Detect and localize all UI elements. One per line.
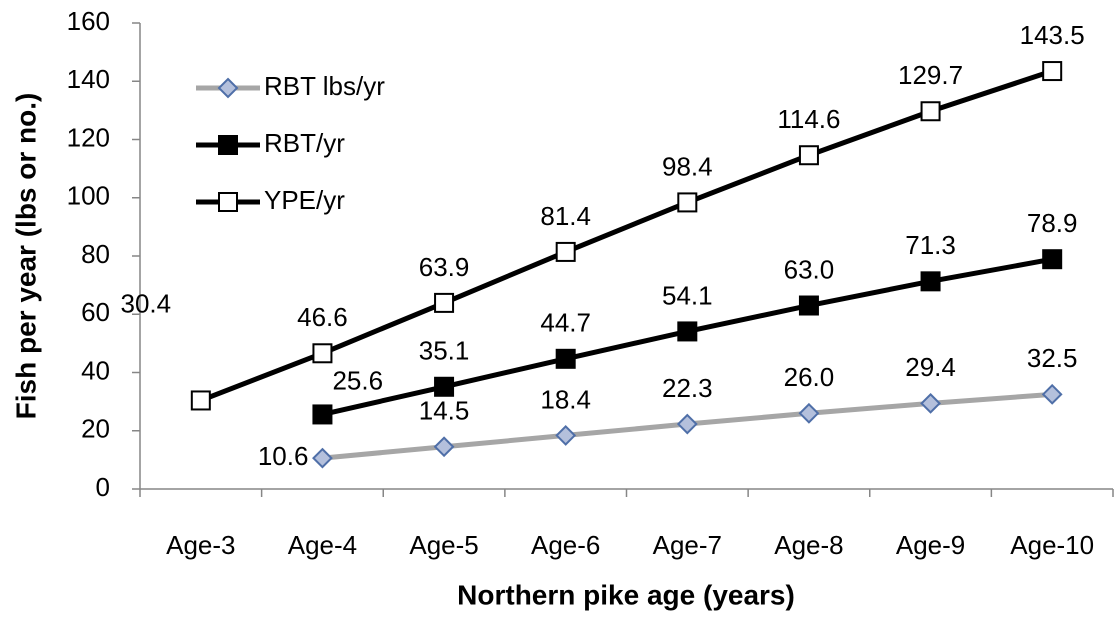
data-label: 35.1	[419, 336, 470, 366]
data-point	[798, 145, 819, 166]
data-label: 44.7	[540, 308, 591, 338]
data-label: 54.1	[662, 280, 713, 310]
data-point	[676, 413, 698, 435]
y-tick-label: 60	[81, 297, 110, 327]
data-point	[312, 447, 333, 469]
data-point	[555, 424, 577, 446]
series-line	[199, 68, 1053, 403]
x-tick-label: Age-10	[1010, 530, 1094, 560]
y-axis-title: Fish per year (lbs or no.)	[10, 93, 41, 420]
data-point	[434, 376, 455, 397]
legend-label: RBT lbs/yr	[264, 71, 385, 101]
x-tick-label: Age-8	[774, 530, 843, 560]
y-tick-label: 140	[67, 64, 110, 94]
data-label: 25.6	[332, 365, 383, 395]
data-point	[677, 192, 698, 213]
x-axis-title: Northern pike age (years)	[457, 579, 795, 610]
data-point	[798, 295, 819, 316]
data-label: 22.3	[662, 373, 713, 403]
data-label: 143.5	[1020, 20, 1085, 50]
data-point	[920, 271, 941, 292]
data-point	[798, 402, 820, 424]
y-tick-label: 80	[81, 239, 110, 269]
data-label: 26.0	[784, 362, 835, 392]
data-point	[190, 390, 211, 411]
legend-marker	[218, 192, 238, 212]
data-label: 63.9	[419, 252, 470, 282]
data-point	[920, 101, 941, 122]
legend-label: YPE/yr	[264, 185, 345, 215]
legend-marker	[218, 135, 238, 155]
data-label: 78.9	[1027, 208, 1078, 238]
data-label: 30.4	[121, 288, 172, 318]
x-tick-label: Age-5	[409, 530, 478, 560]
y-tick-label: 0	[96, 472, 110, 502]
data-point	[312, 343, 333, 364]
x-tick-label: Age-7	[653, 530, 722, 560]
data-label: 14.5	[419, 396, 470, 426]
data-point	[920, 392, 941, 414]
data-point	[555, 241, 576, 262]
data-point	[312, 404, 333, 425]
data-point	[433, 436, 455, 458]
y-tick-label: 20	[81, 414, 110, 444]
data-label: 10.6	[258, 441, 309, 471]
data-point	[1041, 383, 1063, 405]
legend-label: RBT/yr	[264, 128, 345, 158]
y-tick-label: 120	[67, 122, 110, 152]
data-point	[555, 348, 576, 369]
y-tick-label: 40	[81, 355, 110, 385]
data-point	[1042, 249, 1063, 270]
x-tick-label: Age-6	[531, 530, 600, 560]
data-point	[677, 321, 698, 342]
data-point	[1042, 61, 1063, 82]
x-tick-label: Age-4	[288, 530, 357, 560]
data-label: 46.6	[297, 302, 348, 332]
legend-marker	[217, 77, 239, 99]
data-label: 71.3	[905, 230, 956, 260]
data-label: 29.4	[905, 352, 956, 382]
x-tick-label: Age-3	[166, 530, 235, 560]
x-tick-label: Age-9	[896, 530, 965, 560]
data-label: 63.0	[784, 254, 835, 284]
data-label: 114.6	[777, 104, 840, 134]
data-point	[434, 292, 455, 313]
data-label: 18.4	[540, 384, 591, 414]
y-tick-label: 100	[67, 181, 110, 211]
y-tick-label: 160	[67, 6, 110, 36]
data-label: 32.5	[1027, 343, 1078, 373]
data-label: 98.4	[662, 151, 713, 181]
data-label: 81.4	[540, 201, 591, 231]
data-label: 129.7	[898, 60, 963, 90]
